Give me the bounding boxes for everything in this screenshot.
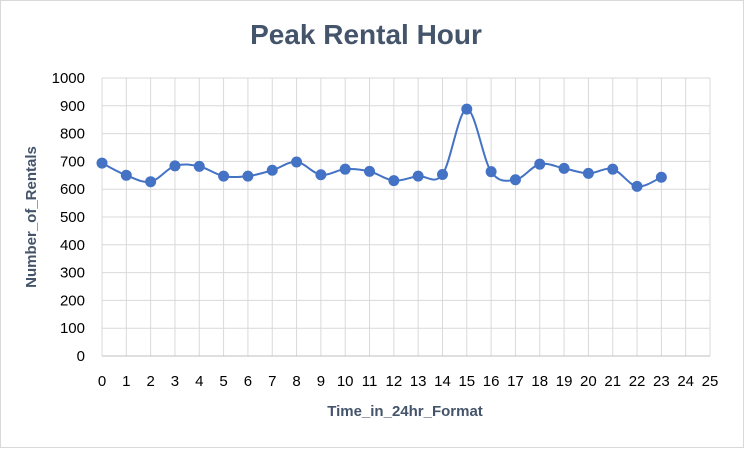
data-point-hour-0 (96, 157, 108, 169)
data-point-hour-14 (436, 168, 448, 180)
gridlines (101, 77, 711, 357)
y-tick-label: 0 (77, 348, 85, 365)
data-point-hour-19 (558, 162, 570, 174)
data-point-hour-10 (339, 163, 351, 175)
x-tick-label: 23 (653, 373, 670, 390)
x-tick-label: 4 (195, 373, 203, 390)
data-point-hour-20 (582, 167, 594, 179)
x-tick-label: 18 (531, 373, 548, 390)
y-tick-label: 1000 (52, 70, 85, 87)
y-tick-label: 600 (60, 181, 85, 198)
x-tick-label: 3 (171, 373, 179, 390)
x-tick-label: 6 (244, 373, 252, 390)
x-tick-label: 21 (604, 373, 621, 390)
data-point-hour-18 (534, 158, 546, 170)
x-tick-label: 5 (219, 373, 227, 390)
x-axis-title: Time_in_24hr_Format (327, 403, 483, 420)
data-point-hour-17 (509, 174, 521, 186)
y-tick-label: 800 (60, 126, 85, 143)
x-tick-label: 11 (362, 373, 378, 390)
chart-title: Peak Rental Hour (250, 19, 482, 50)
data-point-hour-13 (412, 170, 424, 182)
data-point-hour-5 (218, 170, 230, 182)
series-line (101, 108, 662, 188)
data-point-hour-9 (315, 169, 327, 181)
data-point-hour-11 (364, 165, 376, 177)
x-tick-label: 9 (317, 373, 325, 390)
data-point-hour-12 (388, 175, 400, 187)
data-point-hour-2 (145, 176, 157, 188)
x-tick-label: 0 (98, 373, 106, 390)
x-tick-labels: 0 1 2 3 4 5 6 7 8 9 10 11 12 13 14 15 16 17 18 19 20 21 22 23 24… (98, 373, 719, 390)
x-tick-label: 2 (146, 373, 154, 390)
x-tick-label: 24 (677, 373, 694, 390)
x-tick-label: 17 (507, 373, 524, 390)
data-point-hour-22 (631, 180, 643, 192)
y-tick-labels: 0 100 200 300 400 500 600 700 800 900 1000 (52, 70, 85, 365)
x-tick-label: 8 (292, 373, 300, 390)
y-tick-label: 400 (60, 237, 85, 254)
y-tick-label: 200 (60, 292, 85, 309)
data-point-hour-7 (266, 164, 278, 176)
x-tick-label: 15 (458, 373, 475, 390)
y-tick-label: 100 (60, 320, 85, 337)
y-tick-label: 300 (60, 265, 85, 282)
x-tick-label: 1 (122, 373, 130, 390)
x-tick-label: 13 (410, 373, 427, 390)
data-point-hour-16 (485, 166, 497, 178)
data-point-hour-8 (291, 156, 303, 168)
x-tick-label: 10 (337, 373, 354, 390)
data-point-hour-4 (193, 160, 205, 172)
axes (101, 78, 710, 357)
y-tick-label: 700 (60, 153, 85, 170)
data-point-hour-15 (461, 103, 473, 115)
x-tick-label: 19 (556, 373, 573, 390)
x-tick-label: 7 (268, 373, 276, 390)
x-tick-label: 12 (385, 373, 402, 390)
y-tick-label: 500 (60, 209, 85, 226)
x-tick-label: 25 (702, 373, 719, 390)
data-point-hour-3 (169, 160, 181, 172)
x-tick-label: 22 (629, 373, 646, 390)
data-point-hour-1 (120, 169, 132, 181)
x-tick-label: 20 (580, 373, 597, 390)
data-point-hour-6 (242, 170, 254, 182)
data-point-hour-23 (655, 171, 667, 183)
y-tick-label: 900 (60, 98, 85, 115)
data-point-hour-21 (607, 163, 619, 175)
x-tick-label: 16 (483, 373, 500, 390)
data-points (96, 103, 667, 192)
y-axis-title: Number_of_Rentals (23, 146, 40, 288)
x-tick-label: 14 (434, 373, 451, 390)
